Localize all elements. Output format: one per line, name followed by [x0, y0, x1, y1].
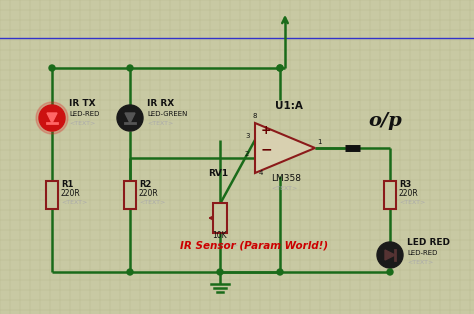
Circle shape [387, 269, 393, 275]
Text: LM358: LM358 [271, 174, 301, 183]
Text: <TEXT>: <TEXT> [69, 121, 95, 126]
Circle shape [277, 269, 283, 275]
Text: 4: 4 [259, 170, 264, 176]
Text: U1:A: U1:A [275, 101, 303, 111]
Text: 220R: 220R [61, 189, 81, 198]
Polygon shape [385, 250, 395, 260]
Circle shape [39, 105, 65, 131]
Text: <TEXT>: <TEXT> [407, 260, 433, 265]
Text: 3: 3 [245, 133, 249, 139]
Circle shape [127, 269, 133, 275]
Circle shape [217, 269, 223, 275]
Text: IR RX: IR RX [147, 99, 174, 108]
Text: LED-RED: LED-RED [407, 250, 438, 256]
Text: LED RED: LED RED [407, 238, 450, 247]
Text: <TEXT>: <TEXT> [139, 200, 165, 205]
Bar [124, 181, 136, 209]
Circle shape [277, 65, 283, 71]
Text: 220R: 220R [399, 189, 419, 198]
Circle shape [277, 65, 283, 71]
Circle shape [127, 65, 133, 71]
Text: R1: R1 [61, 180, 73, 189]
Text: RV1: RV1 [208, 169, 228, 178]
Text: 8: 8 [253, 113, 257, 119]
Text: <TEXT>: <TEXT> [61, 200, 87, 205]
Bar [213, 203, 227, 233]
Text: +: + [261, 124, 272, 137]
Text: 1: 1 [317, 139, 321, 145]
Text: <TEXT>: <TEXT> [399, 200, 425, 205]
Polygon shape [47, 113, 57, 123]
Text: <TEXT>: <TEXT> [271, 186, 297, 191]
Text: −: − [261, 142, 273, 156]
Text: 220R: 220R [139, 189, 159, 198]
Circle shape [377, 242, 403, 268]
Text: <TEXT>: <TEXT> [147, 121, 173, 126]
Bar [384, 181, 396, 209]
Text: R2: R2 [139, 180, 151, 189]
Text: o/p: o/p [368, 112, 402, 130]
Text: R3: R3 [399, 180, 411, 189]
Text: LED-GREEN: LED-GREEN [147, 111, 187, 117]
Circle shape [117, 105, 143, 131]
Text: <TEXT>: <TEXT> [212, 243, 238, 248]
Text: LED-RED: LED-RED [69, 111, 100, 117]
Circle shape [36, 102, 68, 134]
Polygon shape [125, 113, 135, 123]
Text: IR TX: IR TX [69, 99, 96, 108]
Text: IR Sensor (Param World!): IR Sensor (Param World!) [180, 240, 328, 250]
Text: 2: 2 [245, 151, 249, 157]
Text: 10K: 10K [212, 231, 227, 240]
Bar [46, 181, 58, 209]
Polygon shape [255, 123, 315, 173]
Circle shape [49, 65, 55, 71]
